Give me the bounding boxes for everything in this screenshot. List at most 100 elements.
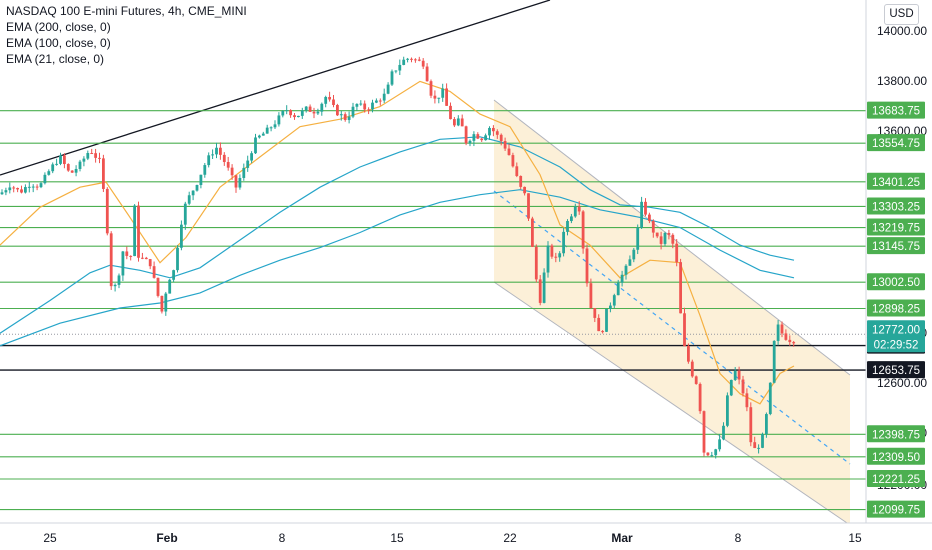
current-price-label: 12772.00 02:29:52 (867, 320, 925, 353)
candle-body (105, 188, 109, 234)
candle-body (788, 339, 792, 343)
candle-body (511, 155, 515, 167)
currency-button[interactable]: USD (884, 4, 919, 25)
candle-body (191, 190, 195, 196)
candle-body (722, 425, 725, 440)
candle-body (761, 434, 764, 448)
candle-body (273, 124, 277, 128)
candle-body (651, 220, 655, 233)
candle-body (117, 275, 121, 285)
time-tick-label: 8 (735, 531, 742, 545)
candle-body (347, 116, 351, 120)
time-axis: 25 Feb 8 15 22 Mar 8 15 (0, 522, 932, 550)
level-price-label: 13401.25 (867, 172, 925, 190)
candle-body (102, 158, 105, 189)
candle-body (215, 147, 218, 155)
time-tick-label: 22 (503, 531, 517, 545)
level-price-text: 13401.25 (872, 177, 920, 189)
candle-body (698, 383, 702, 412)
candle-body (211, 154, 214, 156)
candle-body (566, 221, 569, 232)
candle-body (390, 71, 394, 85)
candle-body (694, 376, 698, 384)
candle-body (297, 115, 300, 118)
level-price-label: 12221.25 (867, 470, 925, 487)
candle-body (199, 174, 203, 185)
candle-body (0, 192, 4, 195)
candle-body (24, 187, 27, 193)
candle-body (203, 165, 207, 175)
candle-body (359, 103, 363, 105)
candle-body (35, 186, 39, 188)
candle-body (542, 272, 546, 303)
candle-body (690, 361, 694, 377)
candle-body (277, 115, 281, 125)
level-price-text: 13145.75 (872, 241, 920, 253)
candle-body (632, 249, 636, 260)
candle-body (246, 160, 250, 168)
candle-body (238, 177, 242, 188)
candle-body (706, 452, 710, 456)
candle-body (702, 411, 706, 453)
candle-body (667, 232, 671, 235)
candle-body (152, 266, 156, 278)
candle-body (320, 103, 324, 112)
candle-body (16, 187, 19, 190)
candle-body (402, 59, 406, 65)
level-price-text: 12898.25 (872, 303, 920, 315)
candle-body (745, 393, 749, 408)
candle-body (144, 257, 148, 260)
candle-body (538, 279, 542, 303)
candle-body (558, 253, 562, 258)
candle-body (300, 110, 304, 116)
time-tick-label: Mar (611, 531, 633, 545)
candle-body (620, 274, 624, 283)
candle-body (488, 127, 491, 136)
candle-body (472, 134, 476, 141)
candle-body (316, 111, 320, 114)
candle-body (382, 93, 386, 101)
candle-body (425, 66, 429, 82)
candle-body (125, 251, 129, 256)
candles (0, 56, 796, 459)
level-price-label: 13002.50 (867, 273, 925, 291)
candle-body (534, 246, 538, 280)
candle-body (293, 115, 296, 118)
candle-body (445, 88, 448, 106)
candle-body (519, 175, 523, 187)
candle-body (437, 97, 441, 99)
candle-body (98, 157, 101, 159)
price-tick-label: 12600.00 (877, 376, 927, 390)
level-price-text: 13219.75 (872, 223, 920, 235)
ema-200-legend: EMA (200, close, 0) (6, 20, 111, 34)
candle-body (31, 186, 35, 188)
price-tick-label: 14000.00 (877, 24, 927, 38)
candle-body (183, 203, 187, 225)
candle-body (523, 186, 526, 194)
candle-body (148, 259, 152, 267)
candle-body (636, 227, 640, 250)
candle-body (378, 100, 382, 102)
countdown-text: 02:29:52 (874, 339, 919, 351)
candle-body (492, 127, 495, 132)
candle-body (663, 232, 667, 244)
candle-body (312, 111, 316, 114)
channel-mid-line (493, 190, 851, 465)
candle-body (258, 135, 261, 138)
candle-body (616, 282, 620, 296)
candle-body (671, 234, 675, 244)
candle-body (640, 201, 643, 228)
candle-body (464, 126, 468, 144)
candle-body (507, 148, 511, 156)
candle-body (242, 167, 246, 178)
candle-body (133, 205, 136, 257)
candle-body (265, 127, 269, 134)
candle-body (562, 231, 565, 254)
candle-body (718, 439, 721, 450)
candle-body (644, 201, 647, 215)
candle-body (589, 283, 593, 309)
level-price-text: 13554.75 (872, 138, 920, 150)
candle-body (82, 158, 86, 162)
candle-body (570, 216, 573, 222)
